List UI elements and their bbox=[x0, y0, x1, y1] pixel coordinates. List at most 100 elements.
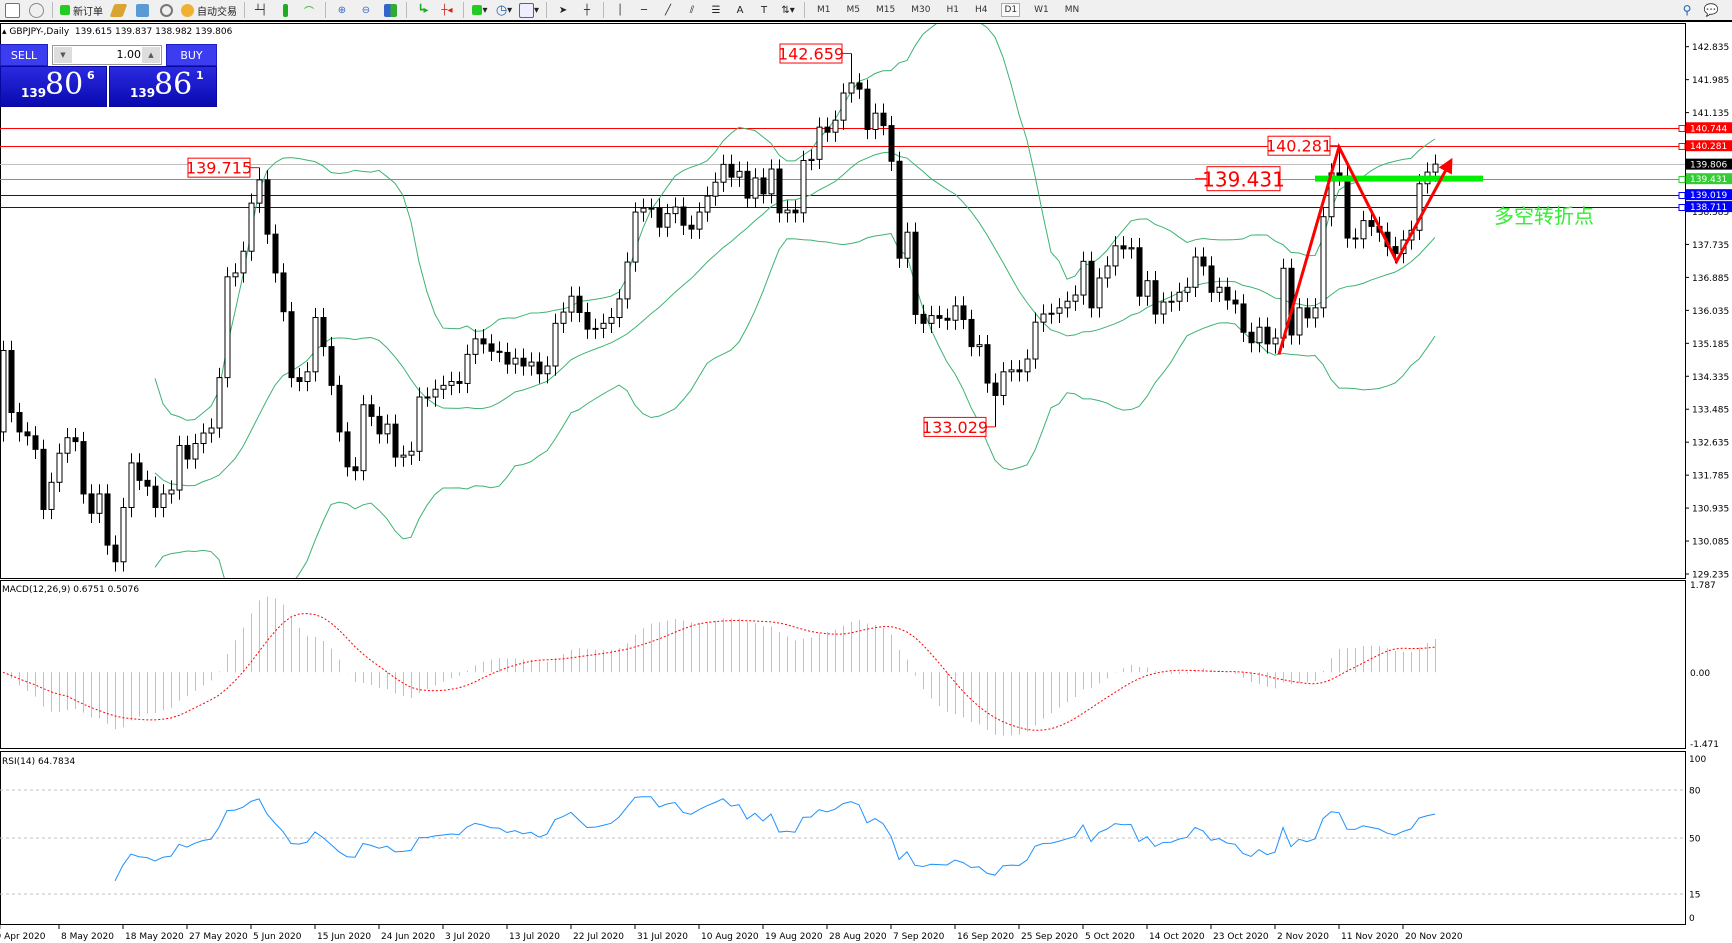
auto-scroll-button[interactable]: ┗▸ bbox=[414, 1, 432, 19]
price-tick-label: 129.235 bbox=[1692, 571, 1729, 581]
tile-windows-button[interactable] bbox=[381, 1, 399, 19]
bull-candle-body bbox=[1048, 312, 1055, 315]
bear-candle-body bbox=[24, 431, 31, 437]
bear-candle-body bbox=[680, 206, 687, 226]
timeframe-d1[interactable]: D1 bbox=[1001, 3, 1021, 17]
timeframe-w1[interactable]: W1 bbox=[1034, 5, 1049, 15]
timeframe-m15[interactable]: M15 bbox=[876, 5, 896, 15]
data-window-button[interactable] bbox=[133, 1, 151, 19]
candle bbox=[744, 161, 751, 208]
bull-candle-body bbox=[600, 322, 607, 329]
chat-button[interactable]: 💬 bbox=[1702, 1, 1720, 19]
text-button[interactable]: A bbox=[731, 1, 749, 19]
signal-icon bbox=[159, 3, 173, 17]
candle bbox=[56, 443, 63, 492]
candle bbox=[440, 375, 447, 399]
buy-button[interactable]: BUY bbox=[166, 44, 217, 66]
bull-candle-body bbox=[672, 206, 679, 215]
macd-label: MACD(12,26,9) 0.6751 0.5076 bbox=[2, 585, 139, 595]
line-chart-button[interactable]: ⌒ bbox=[300, 1, 318, 19]
chart-shift-button[interactable]: ┼◂ bbox=[438, 1, 456, 19]
equidistant-channel-button[interactable]: ⫽ bbox=[683, 1, 701, 19]
bull-candle-body bbox=[1160, 301, 1167, 315]
fibonacci-button[interactable]: ☰ bbox=[707, 1, 725, 19]
timeframe-h1[interactable]: H1 bbox=[946, 5, 959, 15]
timeframe-m30[interactable]: M30 bbox=[911, 5, 931, 15]
candle bbox=[856, 73, 863, 99]
bull-candle-body bbox=[1128, 247, 1135, 250]
signals-button[interactable] bbox=[157, 1, 175, 19]
candlestick-button[interactable] bbox=[276, 1, 294, 19]
bull-candle-body bbox=[832, 119, 839, 133]
new-order-button[interactable]: 新订单 bbox=[60, 1, 103, 19]
bull-candle-body bbox=[48, 481, 55, 510]
candle bbox=[880, 103, 887, 136]
bear-candle-body bbox=[776, 168, 783, 214]
bar-chart-button[interactable]: ┴┤ bbox=[252, 1, 270, 19]
bull-candle-body bbox=[64, 437, 71, 454]
candle bbox=[584, 302, 591, 339]
indicators-button[interactable]: ▾ bbox=[471, 1, 489, 19]
auto-scroll-icon: ┗▸ bbox=[417, 4, 429, 16]
vertical-line-button[interactable]: │ bbox=[611, 1, 629, 19]
bear-candle-body bbox=[744, 170, 751, 199]
price-tick-label: 133.485 bbox=[1692, 406, 1729, 416]
templates-button[interactable]: ▾ bbox=[519, 1, 539, 19]
candle bbox=[896, 151, 903, 268]
candle bbox=[536, 352, 543, 384]
date-label: 3 Jul 2020 bbox=[445, 932, 490, 942]
sell-price[interactable]: 139 80 6 bbox=[0, 66, 107, 107]
cursor-button[interactable]: ➤ bbox=[554, 1, 572, 19]
bear-candle-body bbox=[80, 441, 87, 495]
bear-candle-body bbox=[320, 317, 327, 348]
timeframe-mn[interactable]: MN bbox=[1064, 5, 1080, 15]
price-tick-label: 130.935 bbox=[1692, 505, 1729, 515]
sell-button[interactable]: SELL bbox=[0, 44, 48, 66]
candle bbox=[24, 422, 31, 446]
macd-tick-label: 0.00 bbox=[1690, 669, 1710, 679]
axis-price-label-bg bbox=[1686, 140, 1732, 152]
bear-candle-body bbox=[496, 350, 503, 353]
bear-candle-body bbox=[984, 344, 991, 384]
search-button[interactable]: ⚲ bbox=[1678, 1, 1696, 19]
bear-candle-body bbox=[1352, 237, 1359, 240]
timeframe-m1[interactable]: M1 bbox=[817, 5, 831, 15]
candle bbox=[752, 168, 759, 208]
annotation-text: 多空转折点 bbox=[1494, 204, 1594, 228]
bull-candle-body bbox=[1296, 307, 1303, 336]
candle bbox=[0, 340, 7, 442]
lot-decrease-button[interactable]: ▼ bbox=[54, 47, 72, 63]
crosshair-button[interactable]: ┼ bbox=[578, 1, 596, 19]
date-label: 18 May 2020 bbox=[125, 932, 184, 942]
timeframe-m5[interactable]: M5 bbox=[846, 5, 861, 15]
candle bbox=[344, 422, 351, 477]
zoom-in-button[interactable]: ⊕ bbox=[333, 1, 351, 19]
auto-trading-button[interactable]: 自动交易 bbox=[181, 1, 237, 19]
arrows-button[interactable]: ⇅▾ bbox=[779, 1, 797, 19]
candle bbox=[1176, 282, 1183, 311]
bull-candle-body bbox=[976, 344, 983, 348]
bear-candle-body bbox=[792, 209, 799, 214]
candle bbox=[984, 334, 991, 393]
bear-candle-body bbox=[368, 404, 375, 417]
candle bbox=[464, 344, 471, 394]
zoom-out-button[interactable]: ⊖ bbox=[357, 1, 375, 19]
candle bbox=[328, 336, 335, 396]
date-label: 19 Aug 2020 bbox=[765, 932, 823, 942]
periods-button[interactable]: ◷ ▾ bbox=[495, 2, 513, 18]
lot-increase-button[interactable]: ▲ bbox=[142, 47, 160, 63]
timeframe-h4[interactable]: H4 bbox=[974, 5, 988, 15]
buy-price[interactable]: 139 86 1 bbox=[109, 66, 217, 107]
macd-signal-line bbox=[2, 613, 1436, 731]
zoom-chart-button[interactable] bbox=[27, 1, 45, 19]
lot-size-input[interactable]: ▼ 1.00 ▲ bbox=[52, 45, 162, 65]
trendline-button[interactable]: ╱ bbox=[659, 1, 677, 19]
new-chart-button[interactable] bbox=[3, 1, 21, 19]
bear-candle-body bbox=[104, 493, 111, 546]
text-label-button[interactable]: T bbox=[755, 1, 773, 19]
bollinger-lower-band bbox=[154, 232, 1436, 578]
candle bbox=[728, 154, 735, 187]
horizontal-line-button[interactable]: ─ bbox=[635, 1, 653, 19]
price-tick-label: 135.185 bbox=[1692, 340, 1729, 350]
